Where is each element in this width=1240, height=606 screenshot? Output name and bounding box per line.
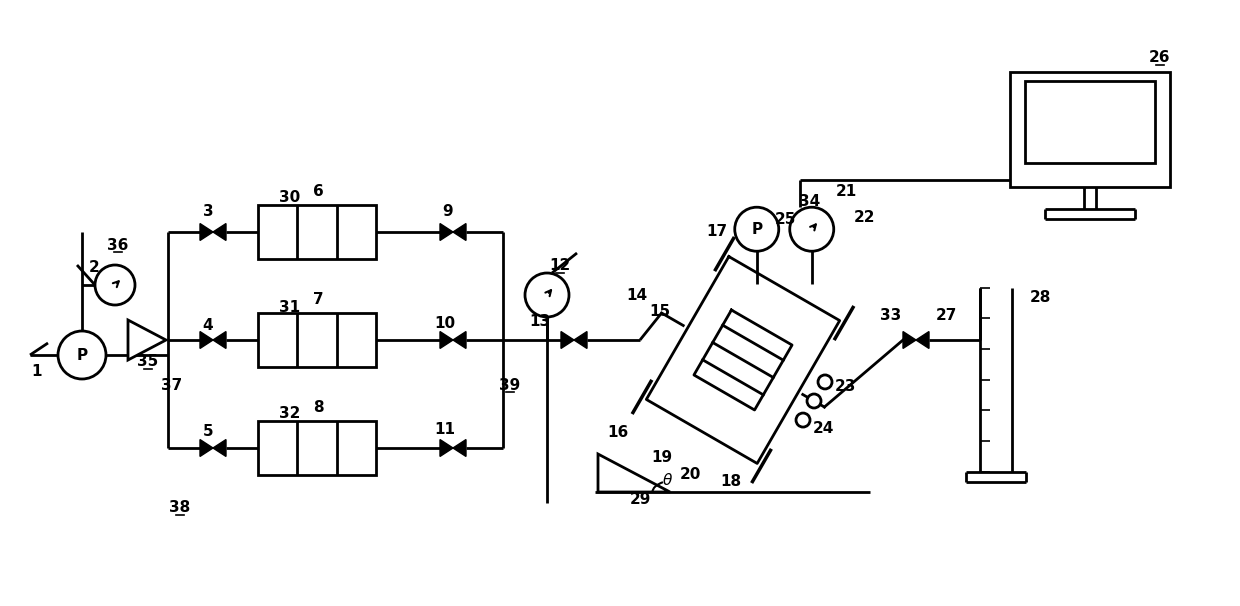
Bar: [1011, 72, 1171, 187]
Text: 7: 7: [312, 293, 324, 307]
Circle shape: [95, 265, 135, 305]
Text: 38: 38: [170, 501, 191, 516]
Text: 36: 36: [108, 238, 129, 253]
Polygon shape: [128, 320, 166, 360]
Polygon shape: [440, 224, 453, 241]
Text: 27: 27: [935, 307, 957, 322]
Polygon shape: [560, 331, 574, 348]
Text: 19: 19: [651, 450, 672, 465]
Polygon shape: [213, 224, 226, 241]
Text: 24: 24: [812, 421, 833, 436]
Circle shape: [790, 207, 833, 251]
Text: 18: 18: [720, 474, 742, 489]
Circle shape: [735, 207, 779, 251]
Text: 37: 37: [161, 378, 182, 393]
Polygon shape: [213, 331, 226, 348]
Polygon shape: [453, 331, 466, 348]
Text: 6: 6: [312, 184, 324, 199]
Text: 21: 21: [836, 184, 857, 199]
Bar: [1025, 81, 1154, 163]
Text: P: P: [751, 222, 763, 237]
Text: 12: 12: [549, 259, 570, 273]
Polygon shape: [903, 331, 916, 348]
Text: 22: 22: [853, 210, 875, 224]
Polygon shape: [916, 331, 929, 348]
Text: $\theta$: $\theta$: [662, 472, 673, 488]
Text: 20: 20: [680, 467, 702, 482]
Text: 15: 15: [650, 304, 671, 319]
Text: 25: 25: [774, 213, 796, 227]
Polygon shape: [200, 331, 213, 348]
Circle shape: [796, 413, 810, 427]
Text: 26: 26: [1149, 50, 1171, 65]
Text: 33: 33: [880, 307, 901, 322]
Text: 35: 35: [138, 355, 159, 370]
Text: 39: 39: [500, 378, 521, 393]
Bar: [258, 313, 376, 367]
Polygon shape: [453, 439, 466, 456]
Bar: [258, 205, 376, 259]
Polygon shape: [213, 439, 226, 456]
Polygon shape: [598, 454, 670, 492]
Text: 3: 3: [202, 204, 213, 219]
Polygon shape: [694, 310, 792, 410]
Polygon shape: [200, 439, 213, 456]
Text: 23: 23: [835, 379, 856, 395]
Text: 16: 16: [608, 425, 629, 441]
Polygon shape: [440, 331, 453, 348]
Text: 5: 5: [202, 424, 213, 439]
Text: 8: 8: [312, 401, 324, 416]
Circle shape: [807, 394, 821, 408]
Polygon shape: [453, 224, 466, 241]
Text: 28: 28: [1029, 290, 1050, 305]
Polygon shape: [440, 439, 453, 456]
Circle shape: [58, 331, 105, 379]
Text: 10: 10: [434, 316, 455, 330]
Text: 1: 1: [32, 364, 42, 379]
Text: 34: 34: [799, 194, 821, 208]
Bar: [258, 421, 376, 475]
Text: 32: 32: [279, 407, 300, 422]
Text: 13: 13: [529, 315, 551, 330]
Circle shape: [525, 273, 569, 317]
Text: 29: 29: [630, 493, 651, 507]
Text: 9: 9: [443, 204, 454, 219]
Text: P: P: [77, 347, 88, 362]
Text: 2: 2: [88, 261, 99, 276]
Text: 11: 11: [434, 422, 455, 438]
Text: 14: 14: [626, 287, 647, 302]
Text: 17: 17: [707, 224, 728, 239]
Polygon shape: [574, 331, 587, 348]
Circle shape: [818, 375, 832, 389]
Text: 31: 31: [279, 299, 300, 315]
Text: 4: 4: [202, 318, 213, 333]
Text: 30: 30: [279, 190, 300, 205]
Polygon shape: [200, 224, 213, 241]
Polygon shape: [646, 256, 839, 464]
